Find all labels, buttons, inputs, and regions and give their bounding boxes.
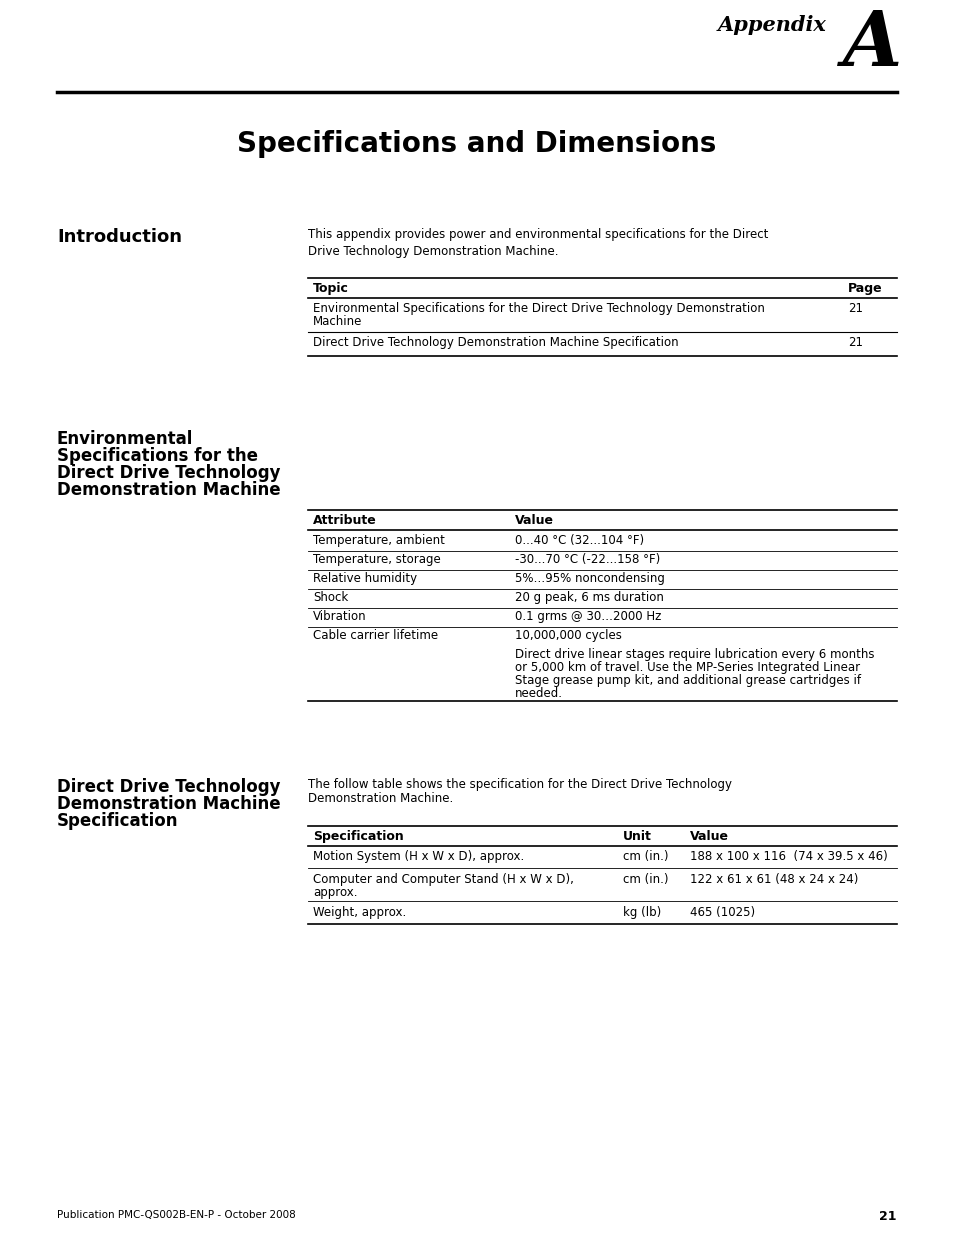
Text: Direct Drive Technology Demonstration Machine Specification: Direct Drive Technology Demonstration Ma… xyxy=(313,336,678,350)
Text: Stage grease pump kit, and additional grease cartridges if: Stage grease pump kit, and additional gr… xyxy=(515,674,861,687)
Text: Temperature, storage: Temperature, storage xyxy=(313,553,440,566)
Text: Attribute: Attribute xyxy=(313,514,376,527)
Text: Direct Drive Technology: Direct Drive Technology xyxy=(57,464,280,482)
Text: 21: 21 xyxy=(879,1210,896,1223)
Text: Vibration: Vibration xyxy=(313,610,366,622)
Text: 10,000,000 cycles: 10,000,000 cycles xyxy=(515,629,621,642)
Text: Page: Page xyxy=(847,282,882,295)
Text: Temperature, ambient: Temperature, ambient xyxy=(313,534,444,547)
Text: needed.: needed. xyxy=(515,687,562,700)
Text: Demonstration Machine: Demonstration Machine xyxy=(57,795,280,813)
Text: Value: Value xyxy=(689,830,728,844)
Text: A: A xyxy=(841,7,901,82)
Text: 21: 21 xyxy=(847,303,862,315)
Text: Specifications for the: Specifications for the xyxy=(57,447,257,466)
Text: 20 g peak, 6 ms duration: 20 g peak, 6 ms duration xyxy=(515,592,663,604)
Text: Direct drive linear stages require lubrication every 6 months: Direct drive linear stages require lubri… xyxy=(515,648,874,661)
Text: approx.: approx. xyxy=(313,885,357,899)
Text: Value: Value xyxy=(515,514,554,527)
Text: or 5,000 km of travel. Use the MP-Series Integrated Linear: or 5,000 km of travel. Use the MP-Series… xyxy=(515,661,860,674)
Text: 5%…95% noncondensing: 5%…95% noncondensing xyxy=(515,572,664,585)
Text: Machine: Machine xyxy=(313,315,362,329)
Text: Specification: Specification xyxy=(313,830,403,844)
Text: 21: 21 xyxy=(847,336,862,350)
Text: Weight, approx.: Weight, approx. xyxy=(313,906,406,919)
Text: -30...70 °C (-22...158 °F): -30...70 °C (-22...158 °F) xyxy=(515,553,659,566)
Text: cm (in.): cm (in.) xyxy=(622,873,668,885)
Text: Topic: Topic xyxy=(313,282,349,295)
Text: Unit: Unit xyxy=(622,830,651,844)
Text: Shock: Shock xyxy=(313,592,348,604)
Text: 188 x 100 x 116  (74 x 39.5 x 46): 188 x 100 x 116 (74 x 39.5 x 46) xyxy=(689,850,887,863)
Text: Demonstration Machine: Demonstration Machine xyxy=(57,480,280,499)
Text: The follow table shows the specification for the Direct Drive Technology: The follow table shows the specification… xyxy=(308,778,731,790)
Text: Specification: Specification xyxy=(57,811,178,830)
Text: Demonstration Machine.: Demonstration Machine. xyxy=(308,792,453,805)
Text: 0...40 °C (32...104 °F): 0...40 °C (32...104 °F) xyxy=(515,534,643,547)
Text: This appendix provides power and environmental specifications for the Direct
Dri: This appendix provides power and environ… xyxy=(308,228,767,258)
Text: Appendix: Appendix xyxy=(718,15,826,35)
Text: 122 x 61 x 61 (48 x 24 x 24): 122 x 61 x 61 (48 x 24 x 24) xyxy=(689,873,858,885)
Text: Introduction: Introduction xyxy=(57,228,182,246)
Text: Publication PMC-QS002B-EN-P - October 2008: Publication PMC-QS002B-EN-P - October 20… xyxy=(57,1210,295,1220)
Text: Environmental Specifications for the Direct Drive Technology Demonstration: Environmental Specifications for the Dir… xyxy=(313,303,764,315)
Text: Relative humidity: Relative humidity xyxy=(313,572,416,585)
Text: Cable carrier lifetime: Cable carrier lifetime xyxy=(313,629,437,642)
Text: Specifications and Dimensions: Specifications and Dimensions xyxy=(237,130,716,158)
Text: 0.1 grms @ 30…2000 Hz: 0.1 grms @ 30…2000 Hz xyxy=(515,610,660,622)
Text: Computer and Computer Stand (H x W x D),: Computer and Computer Stand (H x W x D), xyxy=(313,873,574,885)
Text: kg (lb): kg (lb) xyxy=(622,906,660,919)
Text: Direct Drive Technology: Direct Drive Technology xyxy=(57,778,280,797)
Text: Motion System (H x W x D), approx.: Motion System (H x W x D), approx. xyxy=(313,850,524,863)
Text: Environmental: Environmental xyxy=(57,430,193,448)
Text: 465 (1025): 465 (1025) xyxy=(689,906,755,919)
Text: cm (in.): cm (in.) xyxy=(622,850,668,863)
